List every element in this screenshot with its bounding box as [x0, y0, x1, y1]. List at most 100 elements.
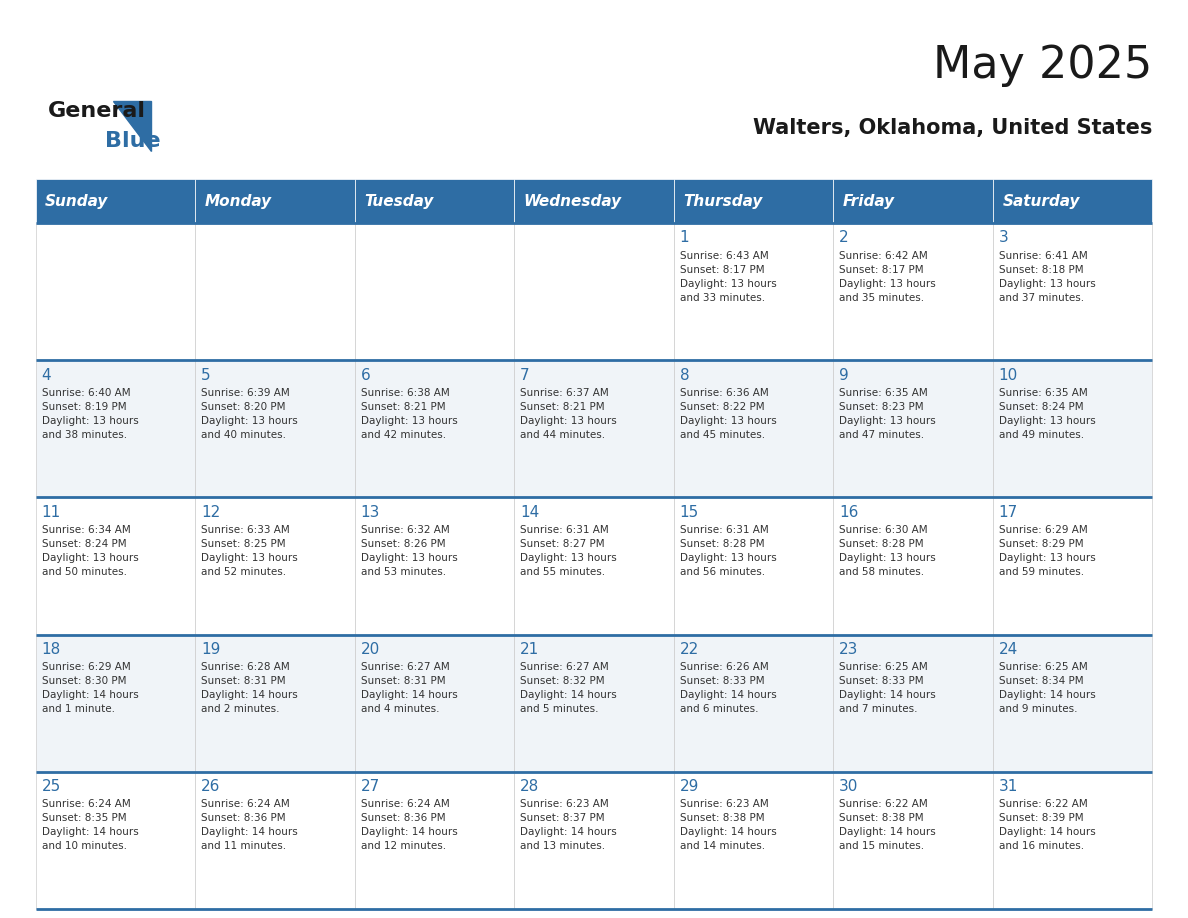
Text: Sunrise: 6:28 AM
Sunset: 8:31 PM
Daylight: 14 hours
and 2 minutes.: Sunrise: 6:28 AM Sunset: 8:31 PM Dayligh…: [201, 662, 298, 714]
FancyBboxPatch shape: [514, 772, 674, 909]
Text: Sunrise: 6:43 AM
Sunset: 8:17 PM
Daylight: 13 hours
and 33 minutes.: Sunrise: 6:43 AM Sunset: 8:17 PM Dayligh…: [680, 251, 777, 303]
FancyBboxPatch shape: [36, 223, 195, 360]
Text: Sunrise: 6:40 AM
Sunset: 8:19 PM
Daylight: 13 hours
and 38 minutes.: Sunrise: 6:40 AM Sunset: 8:19 PM Dayligh…: [42, 387, 138, 440]
Text: 4: 4: [42, 367, 51, 383]
Text: Saturday: Saturday: [1003, 194, 1080, 208]
Text: 11: 11: [42, 505, 61, 520]
Text: Sunrise: 6:35 AM
Sunset: 8:24 PM
Daylight: 13 hours
and 49 minutes.: Sunrise: 6:35 AM Sunset: 8:24 PM Dayligh…: [999, 387, 1095, 440]
Text: Walters, Oklahoma, United States: Walters, Oklahoma, United States: [753, 118, 1152, 138]
FancyBboxPatch shape: [833, 498, 993, 634]
FancyBboxPatch shape: [993, 179, 1152, 223]
Text: 13: 13: [361, 505, 380, 520]
Text: Sunrise: 6:29 AM
Sunset: 8:30 PM
Daylight: 14 hours
and 1 minute.: Sunrise: 6:29 AM Sunset: 8:30 PM Dayligh…: [42, 662, 138, 714]
Text: 1: 1: [680, 230, 689, 245]
FancyBboxPatch shape: [833, 360, 993, 498]
Text: May 2025: May 2025: [933, 44, 1152, 87]
FancyBboxPatch shape: [36, 634, 195, 772]
FancyBboxPatch shape: [833, 634, 993, 772]
Text: 3: 3: [999, 230, 1009, 245]
Text: 12: 12: [201, 505, 220, 520]
Text: 21: 21: [520, 642, 539, 657]
FancyBboxPatch shape: [514, 634, 674, 772]
Text: 2: 2: [839, 230, 849, 245]
Text: 25: 25: [42, 779, 61, 794]
Text: 26: 26: [201, 779, 221, 794]
Text: Sunrise: 6:29 AM
Sunset: 8:29 PM
Daylight: 13 hours
and 59 minutes.: Sunrise: 6:29 AM Sunset: 8:29 PM Dayligh…: [999, 525, 1095, 577]
Text: 30: 30: [839, 779, 859, 794]
FancyBboxPatch shape: [195, 634, 355, 772]
Text: Sunrise: 6:22 AM
Sunset: 8:38 PM
Daylight: 14 hours
and 15 minutes.: Sunrise: 6:22 AM Sunset: 8:38 PM Dayligh…: [839, 800, 936, 851]
Text: Sunrise: 6:26 AM
Sunset: 8:33 PM
Daylight: 14 hours
and 6 minutes.: Sunrise: 6:26 AM Sunset: 8:33 PM Dayligh…: [680, 662, 777, 714]
Text: Wednesday: Wednesday: [524, 194, 621, 208]
Text: Sunrise: 6:23 AM
Sunset: 8:37 PM
Daylight: 14 hours
and 13 minutes.: Sunrise: 6:23 AM Sunset: 8:37 PM Dayligh…: [520, 800, 617, 851]
FancyBboxPatch shape: [514, 498, 674, 634]
FancyBboxPatch shape: [36, 360, 195, 498]
FancyBboxPatch shape: [514, 223, 674, 360]
Text: Sunrise: 6:39 AM
Sunset: 8:20 PM
Daylight: 13 hours
and 40 minutes.: Sunrise: 6:39 AM Sunset: 8:20 PM Dayligh…: [201, 387, 298, 440]
Text: Sunday: Sunday: [45, 194, 108, 208]
FancyBboxPatch shape: [993, 634, 1152, 772]
FancyBboxPatch shape: [674, 179, 833, 223]
FancyBboxPatch shape: [195, 223, 355, 360]
FancyBboxPatch shape: [36, 179, 195, 223]
Text: 23: 23: [839, 642, 859, 657]
Text: 17: 17: [999, 505, 1018, 520]
FancyBboxPatch shape: [993, 223, 1152, 360]
Text: 15: 15: [680, 505, 699, 520]
Text: 5: 5: [201, 367, 210, 383]
Polygon shape: [113, 101, 151, 151]
Text: Tuesday: Tuesday: [365, 194, 434, 208]
FancyBboxPatch shape: [36, 772, 195, 909]
Text: Sunrise: 6:36 AM
Sunset: 8:22 PM
Daylight: 13 hours
and 45 minutes.: Sunrise: 6:36 AM Sunset: 8:22 PM Dayligh…: [680, 387, 777, 440]
Text: Sunrise: 6:30 AM
Sunset: 8:28 PM
Daylight: 13 hours
and 58 minutes.: Sunrise: 6:30 AM Sunset: 8:28 PM Dayligh…: [839, 525, 936, 577]
Text: Sunrise: 6:27 AM
Sunset: 8:32 PM
Daylight: 14 hours
and 5 minutes.: Sunrise: 6:27 AM Sunset: 8:32 PM Dayligh…: [520, 662, 617, 714]
Text: Sunrise: 6:42 AM
Sunset: 8:17 PM
Daylight: 13 hours
and 35 minutes.: Sunrise: 6:42 AM Sunset: 8:17 PM Dayligh…: [839, 251, 936, 303]
Text: Sunrise: 6:34 AM
Sunset: 8:24 PM
Daylight: 13 hours
and 50 minutes.: Sunrise: 6:34 AM Sunset: 8:24 PM Dayligh…: [42, 525, 138, 577]
FancyBboxPatch shape: [355, 498, 514, 634]
FancyBboxPatch shape: [833, 179, 993, 223]
Text: Sunrise: 6:31 AM
Sunset: 8:27 PM
Daylight: 13 hours
and 55 minutes.: Sunrise: 6:31 AM Sunset: 8:27 PM Dayligh…: [520, 525, 617, 577]
Text: 22: 22: [680, 642, 699, 657]
FancyBboxPatch shape: [833, 223, 993, 360]
Text: Sunrise: 6:31 AM
Sunset: 8:28 PM
Daylight: 13 hours
and 56 minutes.: Sunrise: 6:31 AM Sunset: 8:28 PM Dayligh…: [680, 525, 777, 577]
Text: Sunrise: 6:24 AM
Sunset: 8:36 PM
Daylight: 14 hours
and 11 minutes.: Sunrise: 6:24 AM Sunset: 8:36 PM Dayligh…: [201, 800, 298, 851]
Text: 24: 24: [999, 642, 1018, 657]
FancyBboxPatch shape: [355, 772, 514, 909]
Text: Sunrise: 6:35 AM
Sunset: 8:23 PM
Daylight: 13 hours
and 47 minutes.: Sunrise: 6:35 AM Sunset: 8:23 PM Dayligh…: [839, 387, 936, 440]
Text: Monday: Monday: [204, 194, 272, 208]
FancyBboxPatch shape: [674, 634, 833, 772]
Text: 8: 8: [680, 367, 689, 383]
FancyBboxPatch shape: [514, 179, 674, 223]
Text: Sunrise: 6:25 AM
Sunset: 8:34 PM
Daylight: 14 hours
and 9 minutes.: Sunrise: 6:25 AM Sunset: 8:34 PM Dayligh…: [999, 662, 1095, 714]
FancyBboxPatch shape: [674, 498, 833, 634]
Text: Sunrise: 6:32 AM
Sunset: 8:26 PM
Daylight: 13 hours
and 53 minutes.: Sunrise: 6:32 AM Sunset: 8:26 PM Dayligh…: [361, 525, 457, 577]
Text: Friday: Friday: [842, 194, 895, 208]
FancyBboxPatch shape: [993, 498, 1152, 634]
Text: Sunrise: 6:27 AM
Sunset: 8:31 PM
Daylight: 14 hours
and 4 minutes.: Sunrise: 6:27 AM Sunset: 8:31 PM Dayligh…: [361, 662, 457, 714]
FancyBboxPatch shape: [674, 772, 833, 909]
FancyBboxPatch shape: [355, 223, 514, 360]
Text: Sunrise: 6:23 AM
Sunset: 8:38 PM
Daylight: 14 hours
and 14 minutes.: Sunrise: 6:23 AM Sunset: 8:38 PM Dayligh…: [680, 800, 777, 851]
FancyBboxPatch shape: [195, 179, 355, 223]
Text: Sunrise: 6:41 AM
Sunset: 8:18 PM
Daylight: 13 hours
and 37 minutes.: Sunrise: 6:41 AM Sunset: 8:18 PM Dayligh…: [999, 251, 1095, 303]
Text: Sunrise: 6:24 AM
Sunset: 8:36 PM
Daylight: 14 hours
and 12 minutes.: Sunrise: 6:24 AM Sunset: 8:36 PM Dayligh…: [361, 800, 457, 851]
Text: Sunrise: 6:24 AM
Sunset: 8:35 PM
Daylight: 14 hours
and 10 minutes.: Sunrise: 6:24 AM Sunset: 8:35 PM Dayligh…: [42, 800, 138, 851]
FancyBboxPatch shape: [514, 360, 674, 498]
Text: General: General: [48, 101, 145, 121]
Text: 20: 20: [361, 642, 380, 657]
FancyBboxPatch shape: [355, 360, 514, 498]
Text: Sunrise: 6:33 AM
Sunset: 8:25 PM
Daylight: 13 hours
and 52 minutes.: Sunrise: 6:33 AM Sunset: 8:25 PM Dayligh…: [201, 525, 298, 577]
FancyBboxPatch shape: [674, 223, 833, 360]
FancyBboxPatch shape: [833, 772, 993, 909]
Text: 18: 18: [42, 642, 61, 657]
Text: 6: 6: [361, 367, 371, 383]
Text: 7: 7: [520, 367, 530, 383]
FancyBboxPatch shape: [195, 772, 355, 909]
FancyBboxPatch shape: [993, 772, 1152, 909]
Text: 28: 28: [520, 779, 539, 794]
Text: 31: 31: [999, 779, 1018, 794]
Text: Sunrise: 6:38 AM
Sunset: 8:21 PM
Daylight: 13 hours
and 42 minutes.: Sunrise: 6:38 AM Sunset: 8:21 PM Dayligh…: [361, 387, 457, 440]
Text: 27: 27: [361, 779, 380, 794]
Text: 16: 16: [839, 505, 859, 520]
Text: Thursday: Thursday: [683, 194, 763, 208]
